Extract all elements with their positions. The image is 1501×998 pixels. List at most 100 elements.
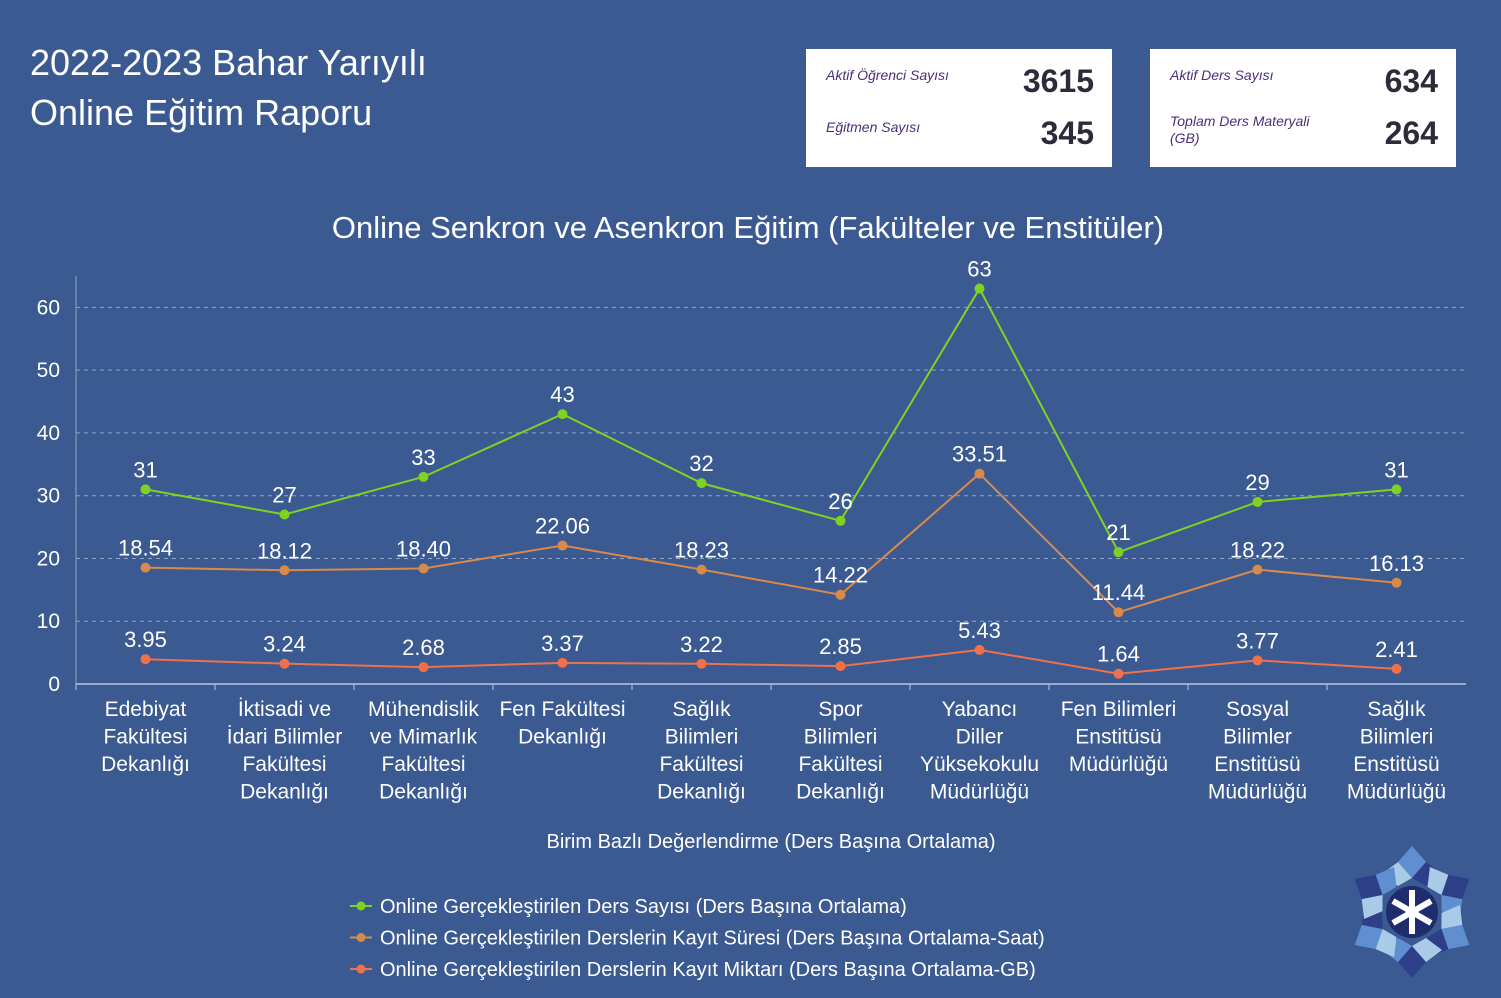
series-line xyxy=(145,472,1397,614)
y-tick-label: 10 xyxy=(37,610,60,633)
data-label: 26 xyxy=(828,489,852,514)
data-point xyxy=(835,661,846,672)
data-point xyxy=(974,468,985,479)
legend-marker xyxy=(356,964,366,974)
data-point xyxy=(1391,577,1402,588)
category-label: Sağlık Bilimleri Enstitüsü Müdürlüğü xyxy=(1347,698,1446,804)
data-label: 21 xyxy=(1106,520,1130,545)
data-label: 18.40 xyxy=(396,537,451,562)
data-point xyxy=(974,283,985,294)
data-label: 33 xyxy=(411,445,435,470)
data-point xyxy=(974,644,985,655)
data-point xyxy=(557,657,568,668)
category-label: Fen Bilimleri Enstitüsü Müdürlüğü xyxy=(1061,698,1177,776)
series-layer xyxy=(140,283,1402,679)
data-point xyxy=(1391,484,1402,495)
stats-card-students: Aktif Öğrenci Sayısı 3615 Eğitmen Sayısı… xyxy=(806,49,1112,167)
data-label: 18.22 xyxy=(1230,538,1285,563)
category-label: Mühendislik ve Mimarlık Fakültesi Dekanlığı xyxy=(368,698,479,804)
instructors-label: Eğitmen Sayısı xyxy=(826,119,921,135)
data-label: 3.24 xyxy=(263,632,306,657)
data-label: 3.77 xyxy=(1236,628,1279,653)
instructors-value: 345 xyxy=(1040,115,1094,151)
y-tick-label: 0 xyxy=(48,673,60,696)
y-tick-label: 50 xyxy=(37,359,60,382)
data-label: 31 xyxy=(1384,457,1408,482)
data-point xyxy=(418,563,429,574)
data-label: 2.85 xyxy=(819,634,862,659)
data-point xyxy=(1252,564,1263,575)
data-point xyxy=(696,658,707,669)
data-label: 2.41 xyxy=(1375,637,1418,662)
data-label: 14.22 xyxy=(813,563,868,588)
data-label: 18.54 xyxy=(118,536,173,561)
data-label: 1.64 xyxy=(1097,642,1140,667)
data-label: 31 xyxy=(133,457,157,482)
data-point xyxy=(279,658,290,669)
legend-marker xyxy=(356,933,366,942)
active-courses-label: Aktif Ders Sayısı xyxy=(1170,67,1274,83)
y-ticks: 0 10 20 30 40 50 60 xyxy=(37,296,60,696)
data-label: 2.68 xyxy=(402,635,445,660)
data-label: 33.51 xyxy=(952,442,1007,467)
chart-title: Online Senkron ve Asenkron Eğitim (Fakül… xyxy=(332,210,1164,245)
data-label: 3.95 xyxy=(124,627,167,652)
materials-value: 264 xyxy=(1384,115,1438,151)
data-point xyxy=(140,484,151,495)
data-point xyxy=(279,565,290,576)
data-label: 63 xyxy=(967,257,991,282)
category-label: Sosyal Bilimler Enstitüsü Müdürlüğü xyxy=(1208,698,1307,804)
data-point xyxy=(418,662,429,673)
active-students-value: 3615 xyxy=(1022,63,1094,99)
data-point xyxy=(418,471,429,482)
report-title-line2: Online Eğitim Raporu xyxy=(30,92,373,133)
report-title: 2022-2023 Bahar Yarıyılı Online Eğitim R… xyxy=(30,38,427,138)
y-tick-label: 30 xyxy=(37,485,60,508)
data-point xyxy=(696,478,707,489)
legend-label: Online Gerçekleştirilen Ders Sayısı (Der… xyxy=(380,896,907,918)
series-line xyxy=(145,286,1397,554)
data-point xyxy=(140,562,151,573)
stats-card-courses: Aktif Ders Sayısı 634 Toplam Ders Matery… xyxy=(1150,49,1456,167)
y-tick-label: 60 xyxy=(37,296,60,319)
category-label: Fen Fakültesi Dekanlığı xyxy=(499,698,625,749)
data-point xyxy=(1252,496,1263,507)
data-label: 11.44 xyxy=(1092,580,1145,605)
category-label: İktisadi ve İdari Bilimler Fakültesi Dekanl… xyxy=(227,698,343,804)
y-tick-label: 40 xyxy=(37,422,60,445)
legend-marker xyxy=(356,901,366,911)
data-point xyxy=(1113,668,1124,679)
snowflake-logo-icon xyxy=(1354,846,1470,978)
data-label: 22.06 xyxy=(535,514,590,539)
data-point xyxy=(835,515,846,526)
data-label: 3.22 xyxy=(680,632,723,657)
data-label: 43 xyxy=(550,382,574,407)
data-label: 27 xyxy=(272,483,296,508)
data-point xyxy=(1113,547,1124,558)
data-point xyxy=(696,564,707,575)
active-students-label: Aktif Öğrenci Sayısı xyxy=(826,67,949,83)
data-label: 5.43 xyxy=(958,618,1001,643)
series-line xyxy=(145,648,1397,675)
data-label: 32 xyxy=(689,451,713,476)
data-label: 18.12 xyxy=(257,538,312,563)
data-point xyxy=(1391,663,1402,674)
legend-label: Online Gerçekleştirilen Derslerin Kayıt … xyxy=(380,928,1045,950)
data-label: 29 xyxy=(1245,470,1269,495)
data-point xyxy=(1113,607,1124,618)
data-label: 3.37 xyxy=(541,631,584,656)
data-labels: 31 27 33 43 32 26 63 21 29 31 18.54 18.12 18.40 22.06… xyxy=(118,257,1424,667)
data-point xyxy=(557,540,568,551)
data-point xyxy=(835,589,846,600)
category-label: Edebiyat Fakültesi Dekanlığı xyxy=(101,698,190,776)
data-point xyxy=(557,409,568,420)
legend: Online Gerçekleştirilen Ders Sayısı (Der… xyxy=(350,896,1045,981)
y-tick-label: 20 xyxy=(37,547,60,570)
data-point xyxy=(140,654,151,665)
x-categories: Edebiyat Fakültesi Dekanlığı İktisadi ve İda… xyxy=(75,684,1446,804)
data-label: 16.13 xyxy=(1369,551,1424,576)
data-point xyxy=(1252,655,1263,666)
materials-label: Toplam Ders Materyali (GB) xyxy=(1170,113,1310,146)
x-axis-title: Birim Bazlı Değerlendirme (Ders Başına O… xyxy=(546,831,995,853)
